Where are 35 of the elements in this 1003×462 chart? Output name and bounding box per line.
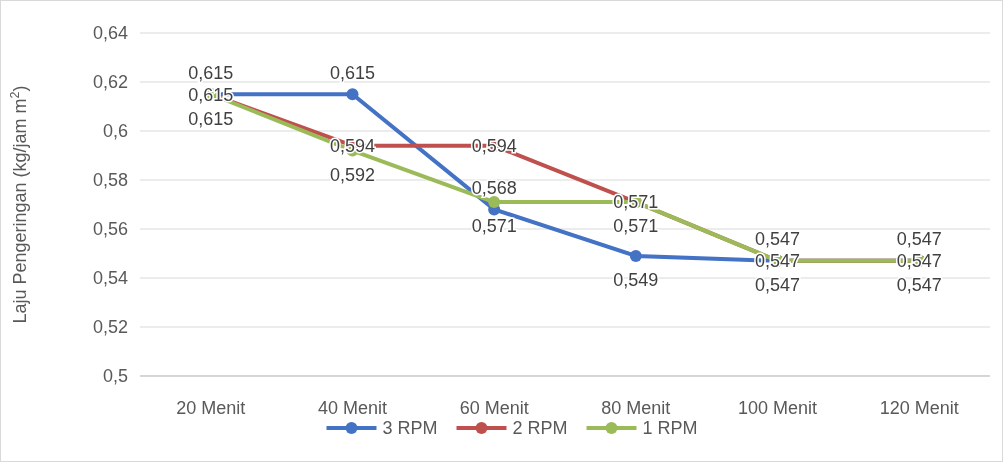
data-label: 0,592 [329,164,376,185]
x-tick-label: 20 Menit [176,398,246,418]
data-label: 0,547 [754,229,801,250]
y-tick-label: 0,52 [92,317,128,338]
data-label: 0,547 [896,229,942,250]
legend-label: 3 RPM [382,418,438,439]
legend-label: 1 RPM [642,418,698,439]
point [346,88,359,101]
data-label: 0,571 [471,216,517,237]
y-tick-label: 0,64 [92,23,128,44]
x-tick-label: 60 Menit [459,398,529,418]
data-label: 0,571 [613,192,659,213]
data-label: 0,547 [754,251,801,272]
y-tick-label: 0,58 [92,170,128,191]
x-tick-label: 80 Menit [601,398,671,418]
x-tick-label: 100 Menit [737,398,818,418]
y-tick-label: 0,6 [102,121,128,142]
x-tick-label: 120 Menit [879,398,959,418]
data-label: 0,549 [613,270,659,291]
x-tick-label: 40 Menit [317,398,388,418]
y-tick-label: 0,5 [102,366,128,387]
point [629,249,642,262]
data-label: 0,615 [329,62,376,83]
data-label: 0,547 [754,275,801,296]
data-label: 0,547 [896,275,942,296]
data-label: 0,594 [329,136,376,156]
data-label: 0,571 [613,216,659,237]
point [488,196,501,209]
data-label: 0,568 [471,177,517,198]
data-label: 0,615 [188,62,234,83]
legend-label: 2 RPM [512,418,568,439]
y-tick-label: 0,62 [92,72,128,93]
y-tick-label: 0,56 [92,219,128,240]
y-tick-label: 0,54 [92,268,128,289]
data-label: 0,615 [188,108,234,129]
